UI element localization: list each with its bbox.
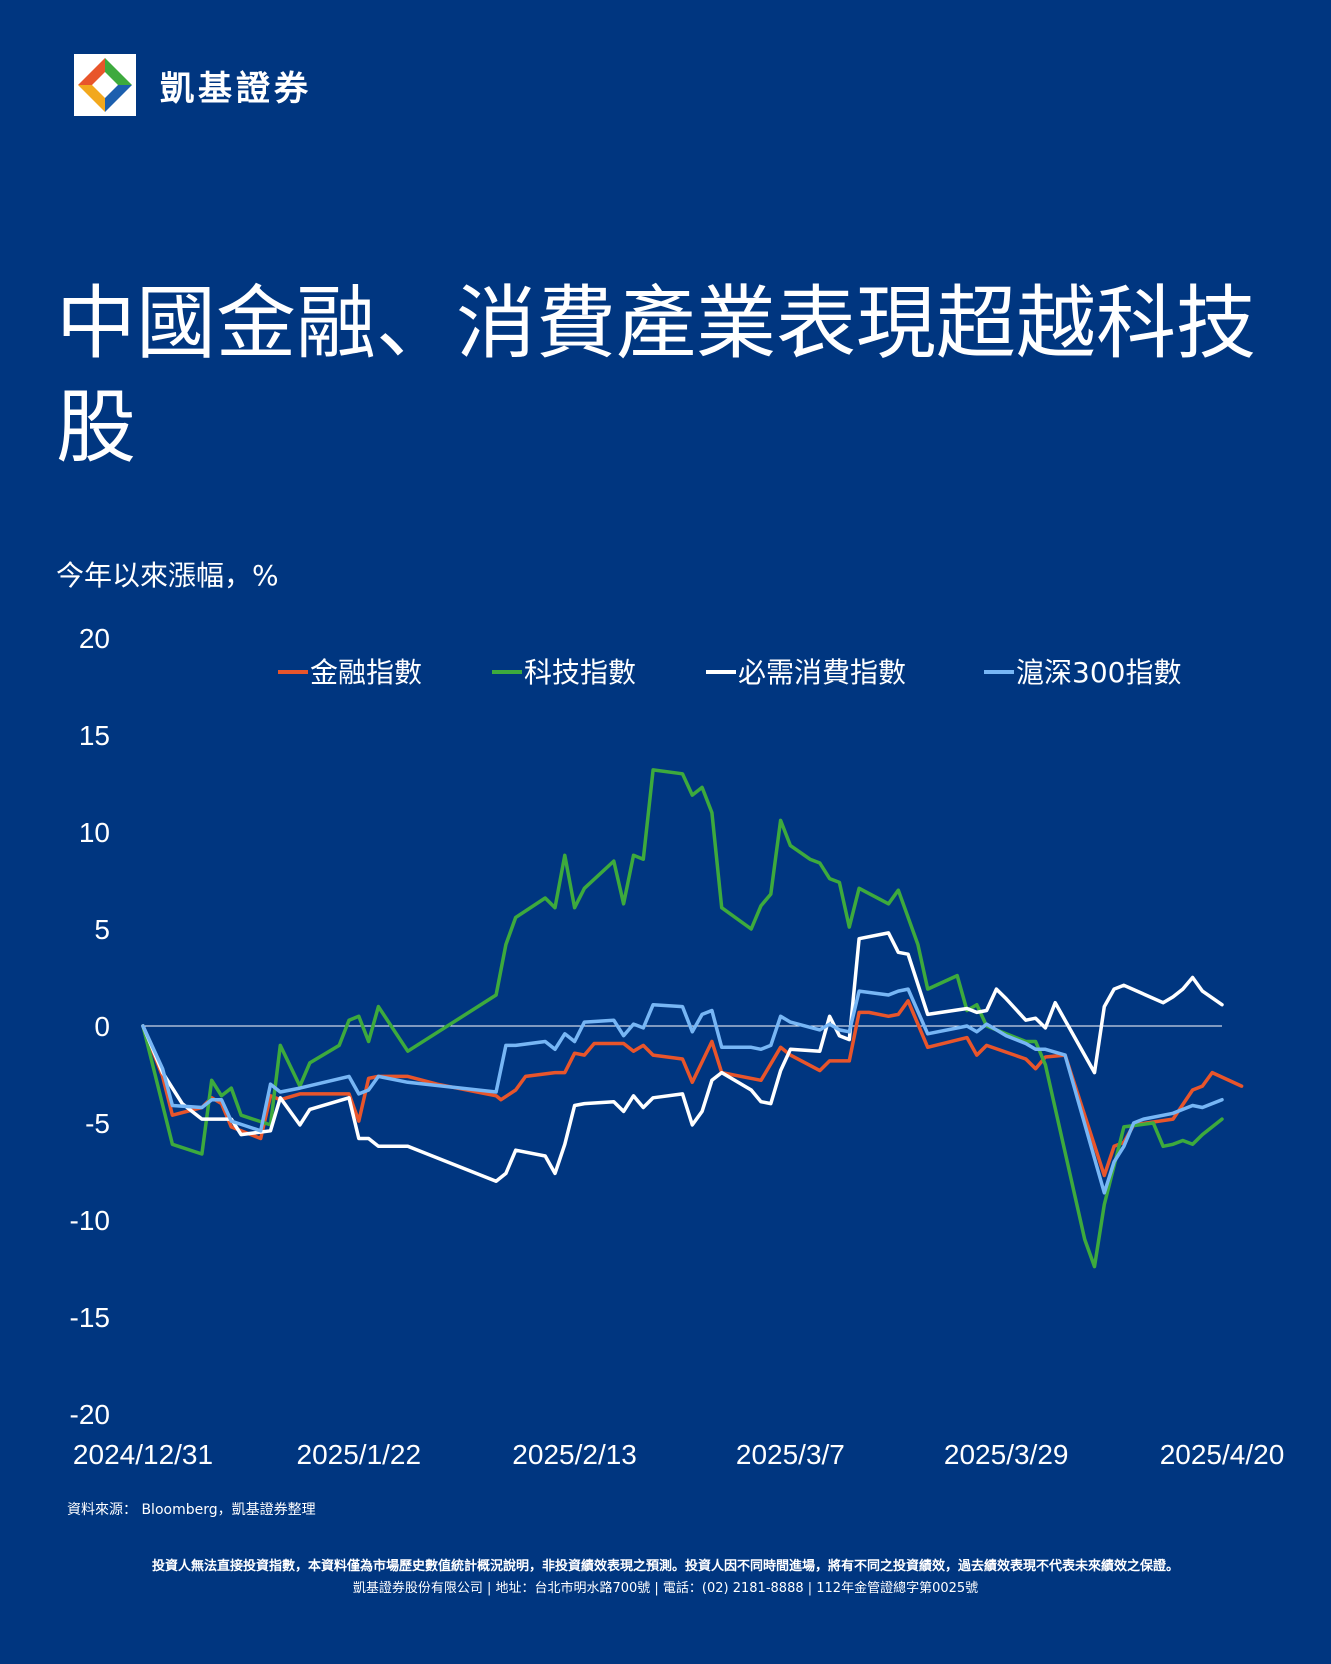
kgi-logo-icon xyxy=(74,54,136,116)
disclaimer: 投資人無法直接投資指數，本資料僅為市場歷史數值統計概況說明，非投資績效表現之預測… xyxy=(0,1556,1331,1600)
y-tick-label: 15 xyxy=(79,720,110,751)
x-tick-label: 2025/1/22 xyxy=(297,1439,422,1470)
y-tick-label: -5 xyxy=(85,1108,110,1139)
disclaimer-line-2: 凱基證券股份有限公司 | 地址：台北市明水路700號 | 電話：(02) 218… xyxy=(352,1581,979,1596)
page-title: 中國金融、消費產業表現超越科技股 xyxy=(56,277,1256,474)
y-tick-label: 20 xyxy=(79,623,110,654)
x-tick-label: 2025/3/7 xyxy=(736,1439,845,1470)
line-chart: 20 15 10 5 0 -5 -10 -15 -20 2024/12/31 2025/1/22 20… xyxy=(70,623,1285,1470)
y-tick-label: 5 xyxy=(94,914,110,945)
brand: 凱基證券 xyxy=(74,54,312,116)
series-line-2 xyxy=(141,768,1224,1269)
x-tick-label: 2025/3/29 xyxy=(944,1439,1069,1470)
brand-name: 凱基證券 xyxy=(160,68,312,109)
x-tick-label: 2025/2/13 xyxy=(512,1439,637,1470)
source-note: 資料來源： Bloomberg，凱基證券整理 xyxy=(67,1502,316,1518)
x-tick-label: 2024/12/31 xyxy=(73,1439,213,1470)
y-tick-label: 0 xyxy=(94,1011,110,1042)
series-line-3 xyxy=(141,931,1224,1183)
y-tick-label: 10 xyxy=(79,817,110,848)
y-tick-label: -10 xyxy=(70,1205,110,1236)
x-tick-label: 2025/4/20 xyxy=(1160,1439,1285,1470)
y-tick-label: -15 xyxy=(70,1302,110,1333)
legend-label-4: 滬深300指數 xyxy=(1016,656,1181,689)
y-axis-label: 今年以來漲幅，% xyxy=(56,559,279,592)
disclaimer-line-1: 投資人無法直接投資指數，本資料僅為市場歷史數值統計概況說明，非投資績效表現之預測… xyxy=(151,1559,1179,1574)
legend-label-1: 金融指數 xyxy=(310,656,422,689)
y-tick-label: -20 xyxy=(70,1399,110,1430)
series-line-4 xyxy=(141,987,1224,1195)
legend-label-3: 必需消費指數 xyxy=(738,656,906,689)
legend-label-2: 科技指數 xyxy=(524,656,636,689)
